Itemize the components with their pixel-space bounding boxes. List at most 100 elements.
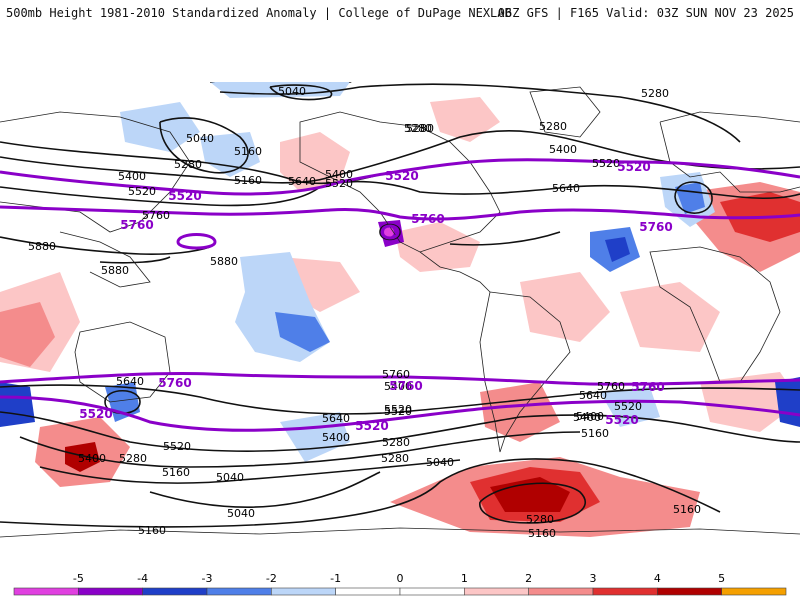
coastlines — [0, 86, 800, 538]
clabel: 5280 — [404, 122, 432, 135]
clabel: 5880 — [28, 240, 56, 253]
clabel: 5640 — [552, 182, 580, 195]
clabel: 5520 — [614, 400, 642, 413]
clabel: 5400 — [78, 452, 106, 465]
clabel: 5520 — [384, 405, 412, 418]
anomaly-pos-canada — [430, 97, 500, 142]
purple-5520-north — [0, 158, 800, 196]
clabel: 5400 — [576, 410, 604, 423]
coast-south-america — [479, 291, 571, 453]
contour-5880-asia — [0, 236, 211, 255]
header-bar: 500mb Height 1981-2010 Standardized Anom… — [0, 0, 800, 26]
plabel: 5760 — [631, 380, 664, 394]
plabel: 5760 — [639, 220, 672, 234]
clabel: 5400 — [118, 170, 146, 183]
purple-cutoff-ring — [380, 224, 400, 240]
anomaly-map: 5160 5280 5040 5040 5280 5280 5160 5400 … — [0, 64, 800, 546]
colorbar-label: -5 — [73, 572, 84, 585]
clabel: 5040 — [426, 456, 454, 469]
colorbar-label: 0 — [397, 572, 404, 585]
clabel: 5040 — [278, 85, 306, 98]
clabel: 5280 — [641, 87, 669, 100]
map-svg: 5160 5280 5040 5040 5280 5280 5160 5400 … — [0, 64, 800, 546]
contour-labels-purple: 5520 5520 5760 5760 5520 5760 5760 5760 … — [79, 160, 672, 433]
clabel: 5520 — [592, 157, 620, 170]
clabel: 5160 — [162, 466, 190, 479]
colorbar-label: 5 — [718, 572, 725, 585]
clabel: 5400 — [325, 168, 353, 181]
contour-5040-south — [149, 471, 381, 508]
contour-antarctic-low — [479, 482, 587, 524]
contour-labels-black: 5160 5280 5040 5040 5280 5280 5160 5400 … — [28, 64, 701, 540]
clabel: 5520 — [384, 403, 412, 416]
clabel: 5280 — [382, 436, 410, 449]
colorbar-label: 4 — [654, 572, 661, 585]
clabel: 5640 — [579, 389, 607, 402]
colorbar-label: -2 — [266, 572, 277, 585]
anomaly-pos-indian-ocean — [700, 372, 800, 432]
colorbar-swatch — [271, 587, 336, 596]
anomaly-pos-antarctic-core — [490, 477, 570, 512]
coast-greenland — [529, 86, 601, 138]
plabel: 5520 — [617, 160, 650, 174]
colorbar-swatch — [206, 587, 272, 596]
anomaly-neg-south-indian — [0, 382, 35, 427]
model-run-info: 06Z GFS | F165 Valid: 03Z SUN NOV 23 202… — [497, 6, 794, 20]
map-title: 500mb Height 1981-2010 Standardized Anom… — [6, 6, 512, 20]
colorbar-swatch — [528, 587, 594, 596]
contour-5400-south — [0, 411, 800, 452]
colorbar-swatch — [657, 587, 722, 596]
contour-5040-arctic — [269, 84, 333, 101]
plabel: 5520 — [168, 189, 201, 203]
purple-5880-loop — [176, 233, 217, 250]
colorbar-swatch — [142, 587, 208, 596]
plabel: 5520 — [605, 413, 638, 427]
contour-5040-asia — [159, 117, 249, 174]
purple-5760-south — [0, 372, 800, 386]
clabel: 5400 — [322, 431, 350, 444]
clabel: 5040 — [186, 132, 214, 145]
contour-5280-south — [19, 431, 581, 468]
clabel: 5280 — [119, 452, 147, 465]
clabel: 5160 — [581, 427, 609, 440]
clabel: 5520 — [325, 177, 353, 190]
contour-5640 — [0, 180, 800, 207]
colorbar-label: -1 — [330, 572, 341, 585]
coast-antarctica — [0, 527, 800, 538]
clabel: 5040 — [227, 507, 255, 520]
contour-5880-low — [99, 256, 171, 264]
clabel: 5760 — [597, 380, 625, 393]
coast-australia — [74, 321, 171, 403]
clabel: 5760 — [382, 368, 410, 381]
clabel: 5160 — [234, 145, 262, 158]
clabel: 5280 — [406, 122, 434, 135]
highlighted-contours — [0, 158, 800, 432]
colorbar: -5 -4 -3 -2 -1 0 1 2 3 4 5 — [0, 570, 800, 600]
contour-5160-south — [39, 459, 461, 484]
purple-5520-south — [0, 395, 800, 432]
anomaly-neg-mid-pacific-core — [275, 312, 330, 352]
colorbar-label: -3 — [202, 572, 213, 585]
clabel: 5040 — [216, 471, 244, 484]
plabel: 5760 — [389, 379, 422, 393]
colorbar-label: -4 — [137, 572, 148, 585]
colorbar-label: 2 — [525, 572, 532, 585]
colorbar-swatch — [721, 587, 787, 596]
clabel: 5880 — [210, 255, 238, 268]
colorbar-label: 3 — [590, 572, 597, 585]
clabel: 5400 — [549, 143, 577, 156]
contour-w-europe-ring — [674, 181, 713, 214]
colorbar-label: 1 — [461, 572, 468, 585]
colorbar-swatch — [592, 587, 658, 596]
contour-5160-far-south — [0, 458, 721, 528]
coast-africa — [649, 246, 781, 383]
plabel: 5760 — [158, 376, 191, 390]
clabel: 5280 — [381, 452, 409, 465]
clabel: 5160 — [673, 503, 701, 516]
colorbar-labels: -5 -4 -3 -2 -1 0 1 2 3 4 5 — [73, 572, 725, 585]
colorbar-boxes — [13, 587, 787, 596]
plabel: 5760 — [120, 218, 153, 232]
clabel: 5520 — [128, 185, 156, 198]
clabel: 5160 — [234, 174, 262, 187]
anomaly-pos-tasman-core — [65, 442, 100, 472]
